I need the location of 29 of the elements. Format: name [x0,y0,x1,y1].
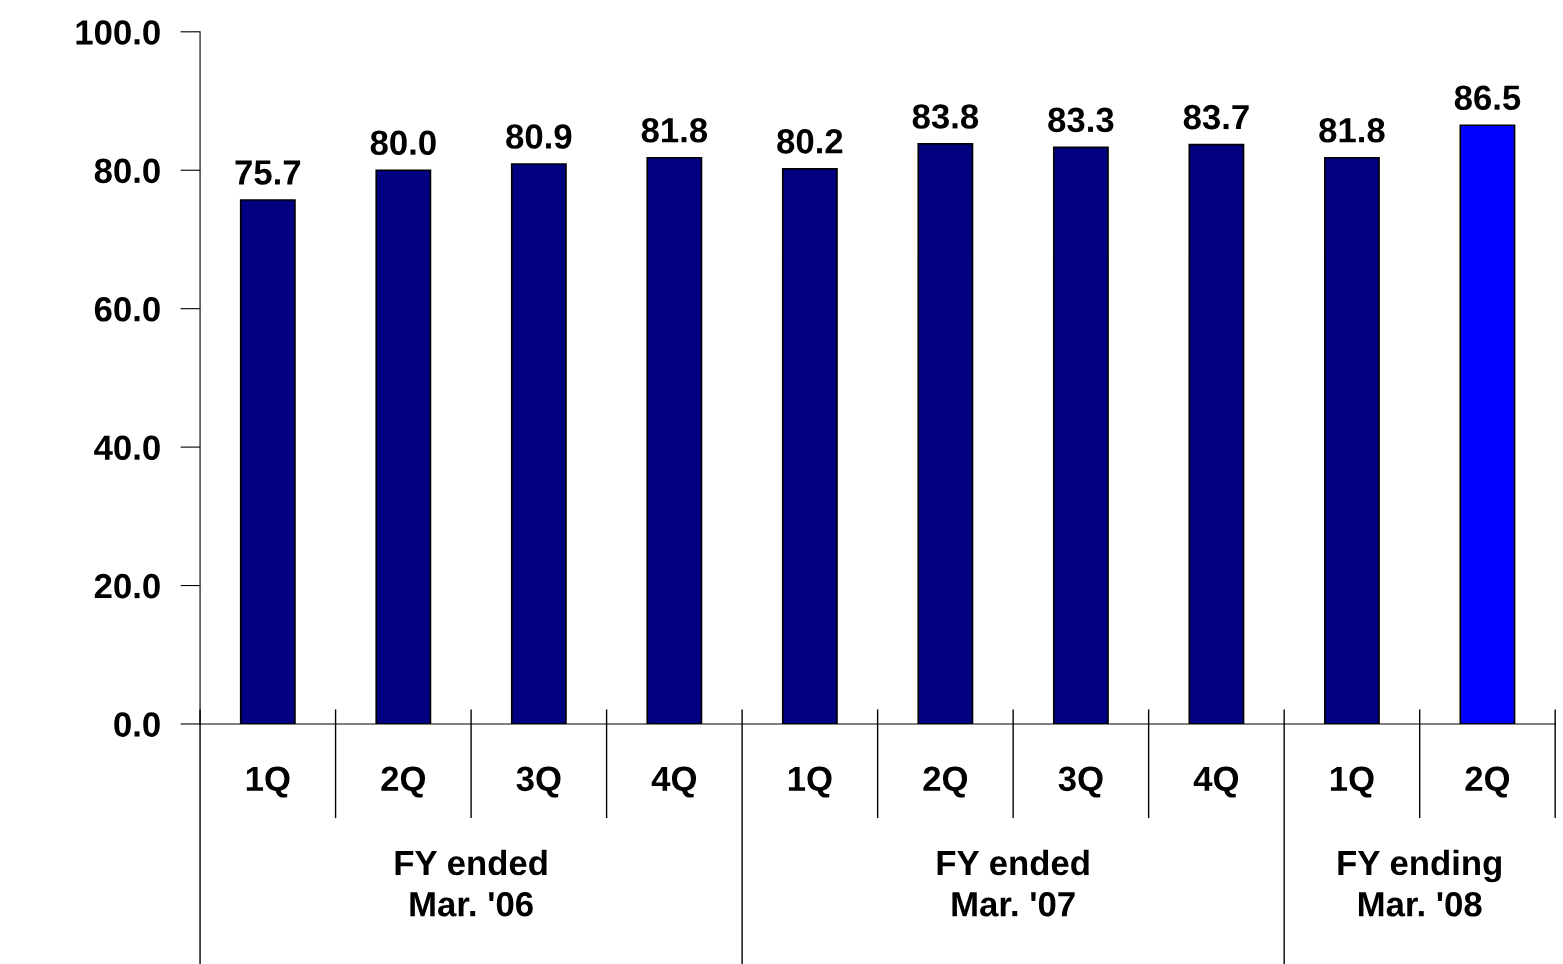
x-tick-label: 3Q [1058,766,1103,798]
y-tick-label: 20.0 [94,573,160,599]
y-tick-label: 40.0 [94,435,160,461]
x-tick-label: 2Q [1465,766,1510,798]
data-label: 80.0 [370,130,436,156]
x-tick-label: 4Q [1193,766,1239,798]
x-tick-label: 1Q [246,766,290,798]
x-tick-label: 2Q [923,766,968,798]
y-tick-label: 60.0 [94,297,160,322]
x-tick-label: 1Q [788,766,832,798]
data-label: 83.8 [912,104,979,129]
y-tick-label: 100.0 [76,20,160,45]
text: FY ended Mar. '07 [937,849,1089,917]
data-label: 83.7 [1183,104,1249,130]
y-tick-label: 80.0 [94,158,160,184]
text: FY ended Mar. '06 [395,849,547,917]
x-tick-label: 4Q [651,766,697,798]
x-tick-label: 3Q [516,766,561,798]
data-label: 81.8 [1319,118,1385,143]
x-tick-label: 1Q [1330,766,1374,798]
data-label: 75.7 [235,160,301,185]
data-label: 86.5 [1454,85,1521,111]
x-tick-label: 2Q [381,766,426,798]
data-label: 80.2 [777,129,843,154]
data-label: 81.8 [641,118,708,143]
text: FY ending Mar. '08 [1338,849,1501,917]
y-tick-label: 0.0 [114,712,160,737]
data-label: 80.9 [506,124,572,149]
data-label: 83.3 [1048,107,1114,133]
